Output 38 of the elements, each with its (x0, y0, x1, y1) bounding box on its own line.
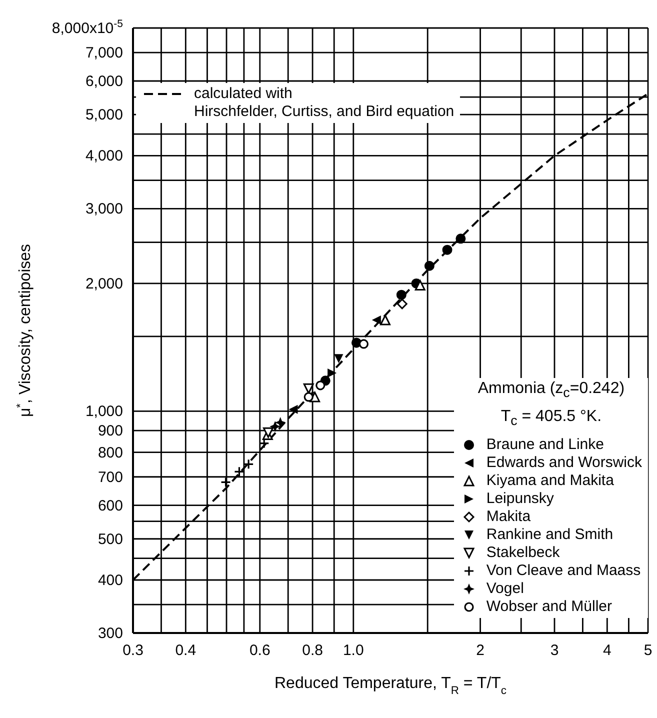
annotation: Ammonia (z$_{c}$=0.242) (476, 380, 626, 402)
x-tick-label: 0.6 (249, 642, 270, 659)
legend-label: Wobser and Müller (486, 598, 612, 616)
x-tick-label: 5 (644, 642, 652, 659)
y-tick-label: 8,000x10$^{-5}$ (52, 18, 124, 37)
x-axis-title: Reduced Temperature, T$_{R}$ = T/T$_{c}$ (274, 675, 507, 697)
legend-label: Kiyama and Makita (486, 472, 614, 490)
x-tick-label: 0.3 (122, 642, 144, 659)
legend-label: Von Cleave and Maass (486, 562, 641, 580)
legend-label: calculated with Hirschfelder, Curtiss, and Bird equation (194, 85, 454, 121)
x-tick-label: 4 (602, 642, 612, 659)
y-tick-label: 7,000 (85, 44, 123, 62)
x-tick-label: 1.0 (342, 642, 364, 659)
y-tick-label: 700 (98, 468, 123, 486)
y-tick-label: 300 (98, 625, 123, 642)
y-tick-label: 5,000 (85, 106, 123, 124)
legend-label: Braune and Linke (486, 436, 604, 454)
x-tick-label: 0.8 (302, 642, 323, 659)
y-tick-label: 3,000 (85, 200, 123, 218)
y-tick-label: 4,000 (85, 148, 123, 165)
y-tick-label: 2,000 (85, 275, 123, 292)
y-tick-label: 6,000 (85, 73, 123, 90)
x-tick-label: 0.4 (175, 642, 196, 659)
y-tick-label: 500 (98, 530, 123, 548)
x-tick-label: 3 (550, 642, 559, 659)
legend-label: Vogel (486, 580, 524, 598)
y-tick-label: 900 (98, 422, 123, 440)
annotation: T$_{c}$ = 405.5 °K. (500, 408, 603, 430)
legend-label: Edwards and Worswick (486, 454, 642, 472)
y-tick-label: 800 (98, 444, 123, 462)
legend-label: Makita (486, 508, 531, 526)
x-tick-label: 2 (476, 642, 484, 659)
y-tick-label: 600 (98, 497, 123, 514)
legend-label: Rankine and Smith (486, 526, 614, 544)
y-tick-label: 400 (98, 572, 123, 589)
legend-label: Leipunsky (486, 490, 554, 508)
y-tick-label: 1,000 (85, 403, 123, 420)
legend-label: Stakelbeck (486, 544, 560, 562)
